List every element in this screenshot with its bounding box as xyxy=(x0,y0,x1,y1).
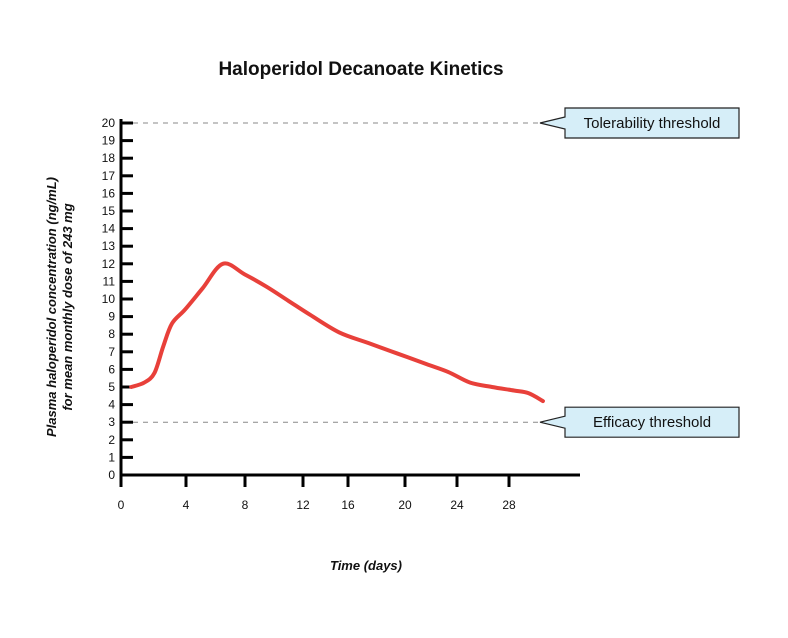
y-tick-label: 12 xyxy=(102,257,116,271)
y-tick-label: 14 xyxy=(102,222,116,236)
x-tick-label: 20 xyxy=(398,498,412,512)
x-tick-label: 4 xyxy=(183,498,190,512)
threshold-label: Tolerability threshold xyxy=(584,115,721,132)
y-tick-label: 10 xyxy=(102,292,116,306)
y-tick-label: 1 xyxy=(108,450,115,464)
y-tick-label: 4 xyxy=(108,398,115,412)
y-tick-label: 3 xyxy=(108,415,115,429)
chart-title: Haloperidol Decanoate Kinetics xyxy=(218,59,503,80)
y-tick-label: 17 xyxy=(102,169,116,183)
y-tick-label: 15 xyxy=(102,204,116,218)
x-axis-label: Time (days) xyxy=(330,558,402,573)
series-layer xyxy=(129,261,545,404)
y-tick-label: 2 xyxy=(108,433,115,447)
threshold-label: Efficacy threshold xyxy=(593,414,711,431)
y-tick-label: 19 xyxy=(102,134,116,148)
y-tick-label: 6 xyxy=(108,362,115,376)
y-axis-label-line1: Plasma haloperidol concentration (ng/mL) xyxy=(44,177,59,437)
x-tick-label: 0 xyxy=(118,498,125,512)
concentration-line xyxy=(129,261,545,404)
y-tick-label: 13 xyxy=(102,239,116,253)
threshold-layer: Tolerability threshold Efficacy threshold xyxy=(123,107,740,438)
x-tick-label: 24 xyxy=(450,498,464,512)
y-tick-label: 11 xyxy=(103,274,116,288)
y-tick-label: 0 xyxy=(108,468,115,482)
x-tick-label: 16 xyxy=(341,498,355,512)
y-tick-label: 8 xyxy=(108,327,115,341)
threshold-callout xyxy=(539,406,740,438)
x-tick-label: 28 xyxy=(502,498,516,512)
y-tick-label: 20 xyxy=(102,116,116,130)
x-tick-label: 8 xyxy=(242,498,249,512)
y-tick-label: 7 xyxy=(108,345,115,359)
threshold-callout xyxy=(539,107,740,139)
y-tick-label: 5 xyxy=(108,380,115,394)
y-axis-label-line2: for mean monthly dose of 243 mg xyxy=(60,203,75,410)
y-tick-label: 18 xyxy=(102,151,116,165)
x-tick-label: 12 xyxy=(296,498,310,512)
y-axis-label: Plasma haloperidol concentration (ng/mL)… xyxy=(44,177,75,437)
y-tick-label: 9 xyxy=(108,310,115,324)
y-tick-label: 16 xyxy=(102,186,116,200)
